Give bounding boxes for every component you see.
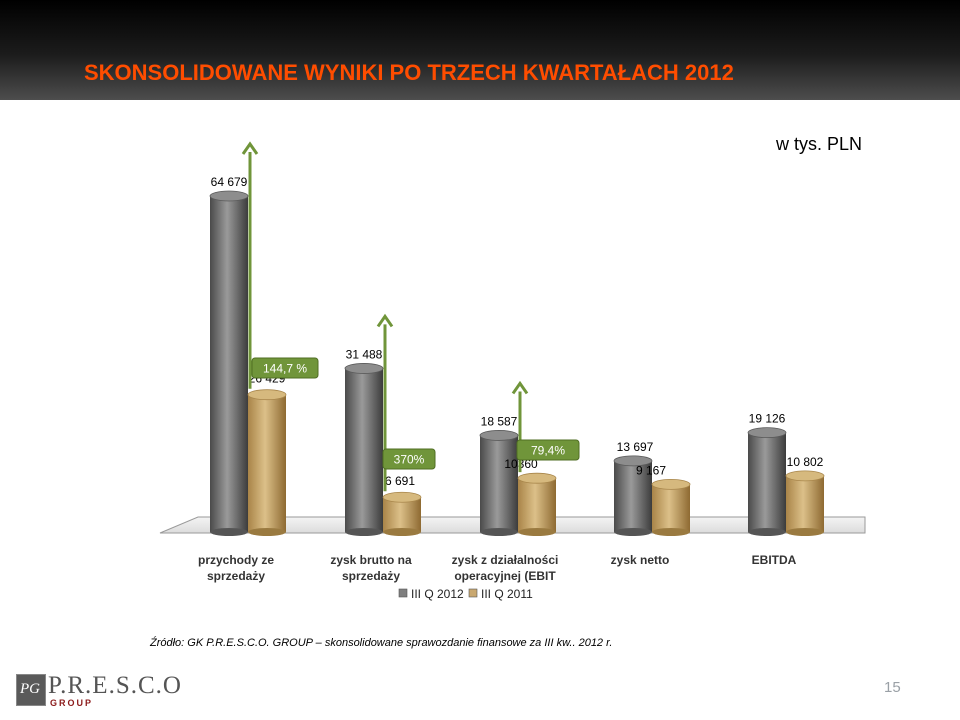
bar-top-2011-1: [382, 491, 422, 503]
unit-label: w tys. PLN: [776, 134, 863, 154]
growth-badge: [251, 357, 319, 379]
bar-top-2012-2: [479, 430, 519, 441]
data-label: 31 488: [346, 347, 383, 361]
logo-sub: GROUP: [50, 698, 94, 708]
category-label: zysk netto: [611, 553, 670, 567]
data-label: 6 691: [385, 474, 415, 488]
growth-badge: [516, 439, 580, 461]
category-label: operacyjnej (EBIT: [454, 569, 556, 583]
bar-base-2: [518, 528, 556, 536]
bar-base-0: [210, 528, 248, 536]
growth-label: 79,4%: [531, 444, 565, 458]
bar-top-2012-3: [613, 455, 653, 467]
bar-top-2011-3: [651, 478, 691, 490]
legend-label: III Q 2011: [481, 587, 533, 601]
logo-name: P.R.E.S.C.O: [48, 672, 182, 699]
bar-base-4: [748, 528, 786, 536]
bar-base-0: [248, 528, 286, 536]
bar-2011-0: [248, 394, 286, 532]
category-label: zysk z działalności: [452, 553, 559, 567]
bar-base-3: [614, 528, 652, 536]
growth-label: 144,7 %: [263, 362, 307, 376]
bar-2011-3: [652, 484, 690, 532]
bar-top-2011-2: [517, 472, 557, 484]
bar-2012-2: [480, 435, 518, 532]
bar-base-3: [652, 528, 690, 536]
data-label: 19 126: [749, 412, 786, 426]
data-label: 10 802: [787, 455, 824, 469]
growth-label: 370%: [394, 453, 425, 467]
data-label: 9 167: [636, 463, 666, 477]
growth-arrowhead-0: [241, 141, 259, 155]
bar-base-1: [345, 528, 383, 536]
bar-base-2: [480, 528, 518, 536]
slide-title: SKONSOLIDOWANE WYNIKI PO TRZECH KWARTAŁA…: [84, 60, 734, 85]
legend-swatch: [468, 588, 478, 598]
category-label: przychody ze: [198, 553, 274, 567]
growth-badge: [382, 448, 436, 470]
data-label: 13 697: [617, 440, 654, 454]
bar-2011-4: [786, 475, 824, 532]
legend-swatch: [398, 588, 408, 598]
bar-top-2012-0: [209, 190, 249, 202]
category-label: EBITDA: [752, 553, 797, 567]
data-label: 18 587: [481, 414, 518, 428]
bar-2012-3: [614, 460, 652, 532]
category-label: sprzedaży: [207, 569, 265, 583]
bar-2011-1: [383, 497, 421, 532]
bar-2012-4: [748, 432, 786, 532]
source-note: Źródło: GK P.R.E.S.C.O. GROUP – skonsoli…: [150, 637, 613, 649]
bar-base-4: [786, 528, 824, 536]
bar-top-2011-4: [785, 470, 825, 482]
bar-top-2012-1: [344, 363, 384, 374]
category-label: sprzedaży: [342, 569, 400, 583]
growth-arrowhead-2: [511, 380, 529, 395]
category-label: zysk brutto na: [330, 553, 412, 567]
data-label: 64 679: [211, 175, 248, 189]
bar-2012-0: [210, 196, 248, 532]
legend-label: III Q 2012: [411, 587, 464, 601]
presco-logo: PG P.R.E.S.C.O GROUP: [16, 672, 181, 710]
logo-mark: PG: [16, 674, 46, 706]
bar-top-2011-0: [247, 389, 287, 401]
page-number: 15: [884, 679, 901, 696]
bar-base-1: [383, 528, 421, 536]
bar-2011-2: [518, 478, 556, 532]
growth-arrowhead-1: [376, 313, 394, 328]
title-bar: [0, 0, 960, 100]
bar-top-2012-4: [747, 427, 787, 439]
bar-2012-1: [345, 368, 383, 532]
